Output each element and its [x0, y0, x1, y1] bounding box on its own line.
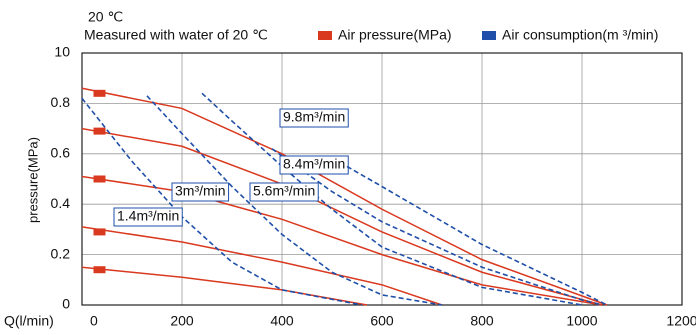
legend-label: Air consumption(m ³/min)	[502, 27, 658, 43]
y-tick-label: 0.8	[51, 94, 71, 110]
curve-label: 8.4m³/min	[283, 156, 345, 172]
label-box	[249, 182, 319, 202]
curve	[201, 92, 583, 306]
curve-label: 3m³/min	[175, 183, 226, 199]
label-box	[279, 155, 349, 175]
y-tick-label: 0.2	[51, 245, 71, 261]
legend-label: Air pressure(MPa)	[338, 27, 452, 43]
marker	[93, 175, 106, 183]
curve	[81, 175, 603, 306]
note: 20 ℃	[88, 9, 123, 25]
curve-label: 5.6m³/min	[253, 183, 315, 199]
x-tick-label: 400	[270, 313, 294, 329]
legend-swatch	[318, 31, 332, 40]
x-tick-label: 200	[170, 313, 194, 329]
x-tick-label: 1000	[566, 313, 597, 329]
curve	[81, 226, 443, 306]
x-tick-label: 600	[370, 313, 394, 329]
curve	[271, 148, 603, 306]
marker	[93, 266, 106, 274]
marker	[93, 89, 106, 97]
y-tick-label: 0	[62, 296, 70, 312]
curve	[81, 87, 608, 306]
marker	[93, 127, 106, 135]
curve	[81, 97, 363, 306]
plot-frame	[81, 52, 683, 306]
subtitle: Measured with water of 20 ℃	[84, 27, 268, 43]
curve	[346, 165, 608, 306]
curve	[146, 95, 443, 306]
y-tick-label: 0.4	[51, 195, 71, 211]
curve-label: 1.4m³/min	[117, 208, 179, 224]
label-box	[279, 108, 349, 128]
marker	[93, 228, 106, 236]
y-axis-label: pressure(MPa)	[25, 137, 40, 223]
x-axis-label: Q(l/min)	[4, 313, 54, 329]
label-box	[171, 182, 230, 202]
x-tick-label: 0	[90, 313, 98, 329]
curve-label: 9.8m³/min	[283, 109, 345, 125]
y-tick-label: 10	[54, 44, 70, 60]
label-box	[113, 207, 183, 227]
legend-swatch	[482, 31, 496, 40]
curve	[81, 266, 368, 306]
x-tick-label: 800	[470, 313, 494, 329]
x-tick-label: 1200	[666, 313, 696, 329]
y-tick-label: 0.6	[51, 145, 71, 161]
curve	[81, 127, 603, 306]
